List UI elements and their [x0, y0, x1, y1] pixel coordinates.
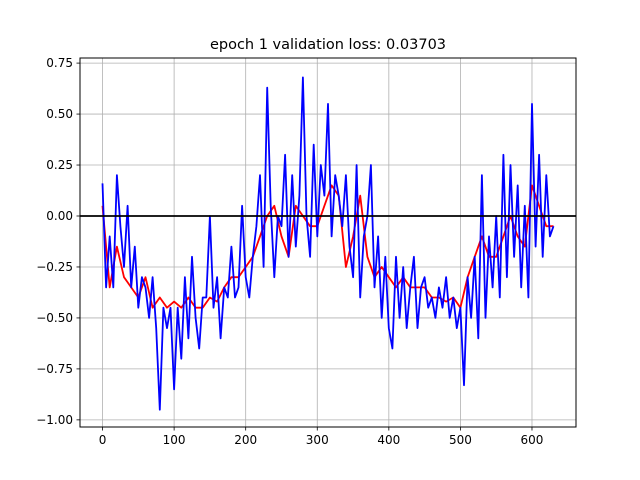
y-tick-label: 0.50 — [46, 107, 73, 121]
x-tick-label: 400 — [377, 433, 400, 447]
y-tick-label: −0.75 — [36, 362, 73, 376]
y-tick-label: −1.00 — [36, 413, 73, 427]
series-line-2 — [101, 76, 555, 411]
x-axis-ticks: 0 100 200 300 400 500 600 — [99, 427, 544, 447]
y-tick-label: −0.50 — [36, 311, 73, 325]
x-tick-label: 100 — [163, 433, 186, 447]
y-tick-label: 0.25 — [46, 158, 73, 172]
chart-title: epoch 1 validation loss: 0.03703 — [210, 37, 446, 53]
y-axis-ticks: −1.00 −0.75 −0.50 −0.25 0.00 0.25 0.50 0.75 — [36, 56, 80, 427]
y-tick-label: 0.00 — [46, 209, 73, 223]
series-lines — [101, 76, 555, 411]
x-tick-label: 500 — [449, 433, 472, 447]
plot-frame — [79, 57, 577, 428]
y-tick-label: 0.75 — [46, 56, 73, 70]
x-tick-label: 600 — [521, 433, 544, 447]
x-tick-label: 200 — [234, 433, 257, 447]
x-tick-label: 300 — [306, 433, 329, 447]
series-line-1 — [101, 184, 554, 309]
y-tick-label: −0.25 — [36, 260, 73, 274]
x-tick-label: 0 — [99, 433, 107, 447]
